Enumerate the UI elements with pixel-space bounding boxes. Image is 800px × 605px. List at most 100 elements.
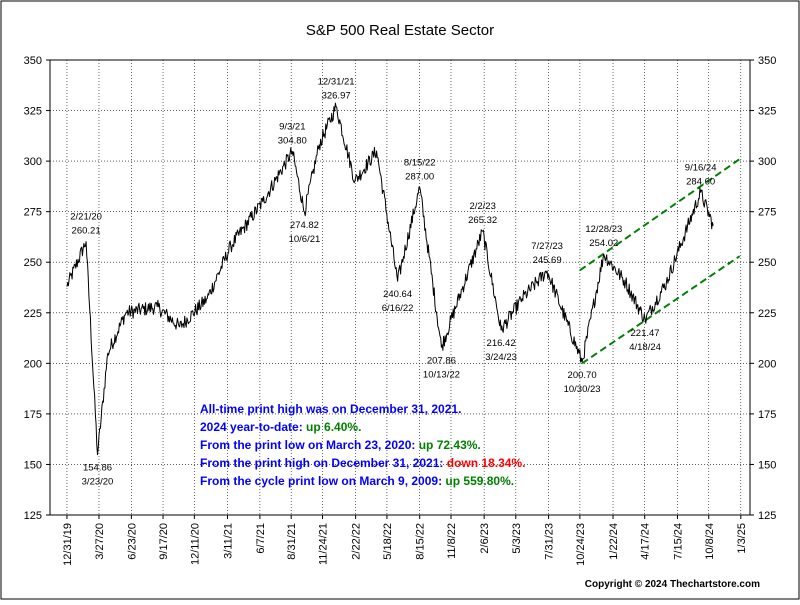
annotation-value: 326.97 (322, 91, 351, 102)
price-line (66, 102, 714, 456)
x-tick-label: 3/11/21 (222, 523, 234, 559)
annotation-date: 6/16/22 (382, 303, 414, 314)
y-tick-label-right: 300 (758, 156, 776, 168)
stat-line: All-time print high was on December 31, … (200, 402, 461, 416)
x-tick-label: 10/8/24 (704, 523, 716, 560)
x-tick-label: 7/31/23 (544, 523, 556, 560)
stat-text: From the print low on March 23, 2020: (200, 438, 419, 452)
annotation-date: 10/13/22 (423, 369, 460, 380)
y-tick-label-left: 275 (24, 207, 42, 219)
annotation-value: 207.86 (427, 355, 456, 366)
annotation-date: 2/21/20 (70, 212, 102, 223)
chart-title: S&P 500 Real Estate Sector (306, 22, 494, 39)
x-tick-label: 8/15/22 (415, 523, 427, 560)
stat-highlight: down 18.34%. (447, 456, 526, 470)
stat-line: From the print low on March 23, 2020: up… (200, 438, 481, 452)
annotation-value: 284.60 (686, 176, 715, 187)
y-axis-right: 350 325 300 275 250 225 200 175 150 125 (750, 55, 776, 522)
y-tick-label-right: 275 (758, 207, 776, 219)
x-tick-label: 6/23/20 (126, 523, 138, 560)
x-tick-label: 12/11/20 (189, 523, 201, 565)
annotation-value: 221.47 (631, 328, 660, 339)
y-tick-label-left: 350 (24, 55, 42, 67)
price-annotations: 2/21/20 260.21 154.86 3/23/20 9/3/21 304.80 27… (70, 77, 716, 488)
annotation-date: 9/16/24 (685, 162, 717, 173)
x-tick-label: 2/6/23 (479, 523, 491, 554)
annotation-date: 10/6/21 (289, 234, 321, 245)
annotation-date: 12/28/23 (585, 224, 622, 235)
annotation-date: 2/2/23 (469, 201, 495, 212)
annotation-date: 3/23/20 (82, 477, 114, 488)
annotation-value: 254.02 (589, 238, 618, 249)
x-tick-label: 11/24/21 (317, 523, 329, 565)
y-tick-label-left: 175 (24, 409, 42, 421)
annotation-date: 4/18/24 (629, 342, 661, 353)
annotation-value: 265.32 (468, 215, 497, 226)
annotation-date: 12/31/21 (318, 77, 355, 88)
y-tick-label-right: 225 (758, 308, 776, 320)
x-axis: 12/31/19 3/27/20 6/23/20 9/17/20 12/11/20 3/1… (62, 515, 748, 566)
annotation-value: 216.42 (487, 338, 516, 349)
stat-highlight: up 559.80%. (445, 474, 514, 488)
x-tick-label: 12/31/19 (62, 523, 74, 566)
stats-box: All-time print high was on December 31, … (200, 402, 525, 488)
y-tick-label-left: 225 (24, 308, 42, 320)
stat-highlight: up 6.40%. (306, 420, 361, 434)
x-tick-label: 1/22/24 (608, 523, 620, 560)
x-tick-label: 6/7/21 (255, 523, 267, 554)
stat-line: From the cycle print low on March 9, 200… (200, 474, 514, 488)
stat-text: From the print high on December 31, 2021… (200, 456, 447, 470)
stat-highlight: up 72.43%. (419, 438, 481, 452)
y-tick-label-left: 250 (24, 257, 42, 269)
annotation-value: 260.21 (72, 226, 101, 237)
trend-line-lower (581, 255, 741, 365)
x-tick-label: 5/3/23 (511, 523, 523, 554)
y-tick-label-right: 250 (758, 257, 776, 269)
annotation-date: 3/24/23 (485, 352, 517, 363)
annotation-value: 200.70 (568, 370, 597, 381)
y-tick-label-left: 300 (24, 156, 42, 168)
annotation-value: 287.00 (405, 171, 434, 182)
x-tick-label: 11/8/22 (446, 523, 458, 559)
stat-text: 2024 year-to-date: (200, 420, 306, 434)
price-series (66, 102, 714, 456)
annotation-date: 8/15/22 (404, 157, 436, 168)
annotation-value: 240.64 (383, 289, 412, 300)
y-tick-label-right: 350 (758, 55, 776, 67)
annotation-value: 245.69 (533, 255, 562, 266)
y-tick-label-right: 175 (758, 409, 776, 421)
y-axis-left: 350 325 300 275 250 225 200 175 150 125 (24, 55, 50, 522)
y-tick-label-left: 200 (24, 358, 42, 370)
annotation-value: 304.80 (278, 135, 307, 146)
y-tick-label-left: 150 (24, 459, 42, 471)
x-tick-label: 10/24/23 (575, 523, 587, 566)
x-tick-label: 4/17/24 (640, 523, 652, 560)
stat-line: 2024 year-to-date: up 6.40%. (200, 420, 361, 434)
y-tick-label-right: 325 (758, 106, 776, 118)
annotation-date: 10/30/23 (564, 384, 601, 395)
y-tick-label-right: 200 (758, 358, 776, 370)
x-tick-label: 9/17/20 (158, 523, 170, 560)
x-tick-label: 5/18/22 (382, 523, 394, 560)
x-tick-label: 3/27/20 (94, 523, 106, 560)
stat-text: All-time print high was on December 31, … (200, 402, 461, 416)
x-tick-label: 7/15/24 (672, 523, 684, 560)
annotation-value: 154.86 (83, 463, 112, 474)
stat-line: From the print high on December 31, 2021… (200, 456, 525, 470)
annotation-date: 9/3/21 (279, 121, 305, 132)
y-tick-label-right: 125 (758, 510, 776, 522)
trend-channel (579, 158, 741, 365)
x-tick-label: 2/22/22 (351, 523, 363, 560)
y-tick-label-right: 150 (758, 459, 776, 471)
annotation-value: 274.82 (290, 220, 319, 231)
x-tick-label: 8/31/21 (286, 523, 298, 560)
stat-text: From the cycle print low on March 9, 200… (200, 474, 445, 488)
y-tick-label-left: 125 (24, 510, 42, 522)
grid (50, 60, 750, 515)
annotation-date: 7/27/23 (531, 241, 563, 252)
plot-area (49, 59, 751, 516)
y-tick-label-left: 325 (24, 106, 42, 118)
x-tick-label: 1/3/25 (736, 523, 748, 554)
